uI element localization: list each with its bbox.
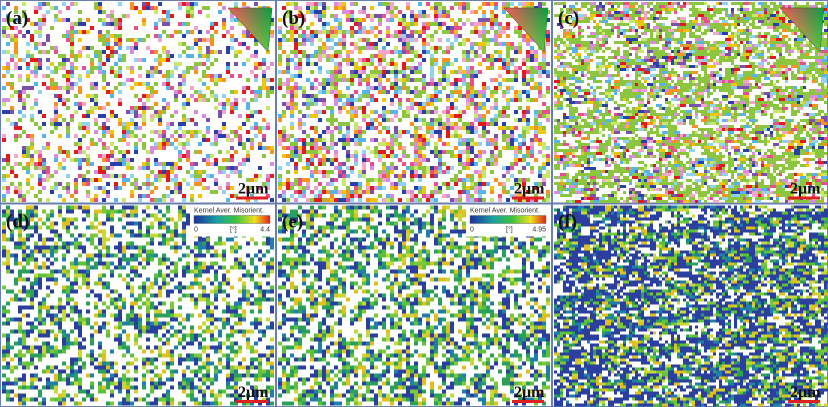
legend-unit: [°] [506, 226, 513, 234]
legend-min: 0 [470, 227, 474, 234]
scale-bar [512, 400, 544, 403]
panel-label: (f) [558, 212, 577, 233]
scale-bar [236, 197, 268, 200]
scale-bar-label: 2μm [238, 384, 269, 401]
scale-bar-label: 2μm [238, 181, 269, 198]
panel-label: (b) [282, 8, 305, 29]
scale-bar [788, 400, 820, 403]
panel-label: (c) [558, 8, 579, 29]
scale-bar-label: 2μm [790, 181, 821, 198]
panel: (c) 2μm [553, 1, 828, 204]
color-bar [470, 216, 546, 224]
scale-bar [788, 197, 820, 200]
legend-max: 4.95 [532, 227, 546, 234]
scale-bar-label: 2μm [514, 384, 545, 401]
legend-title: Kernel Aver. Misorient. [470, 208, 540, 215]
panel-label: (a) [6, 8, 28, 29]
scale-bar-label: 2μm [514, 181, 545, 198]
panel: (a) 2μm [1, 1, 276, 204]
scale-bar [236, 400, 268, 403]
panel: (f) 2μm [553, 204, 828, 407]
legend-min: 0 [194, 227, 198, 234]
panel: (b) 2μm [277, 1, 552, 204]
panel: (e) 2μm Kernel Aver. Misorient. 0 [°] 4.95 [277, 204, 552, 407]
legend-unit: [°] [230, 226, 237, 234]
scale-bar [512, 197, 544, 200]
legend-title: Kernel Aver. Misorient. [194, 208, 264, 215]
figure: (a) 2μm (b) 2μm (c) 2μm (d) 2μm Kernel Aver. Mis… [0, 0, 828, 407]
panel-label: (d) [6, 212, 29, 233]
panel: (d) 2μm Kernel Aver. Misorient. 0 [°] 4.4 [1, 204, 276, 407]
panel-label: (e) [282, 212, 303, 233]
color-bar [194, 216, 270, 224]
legend-max: 4.4 [260, 227, 270, 234]
scale-bar-label: 2μm [790, 384, 821, 401]
